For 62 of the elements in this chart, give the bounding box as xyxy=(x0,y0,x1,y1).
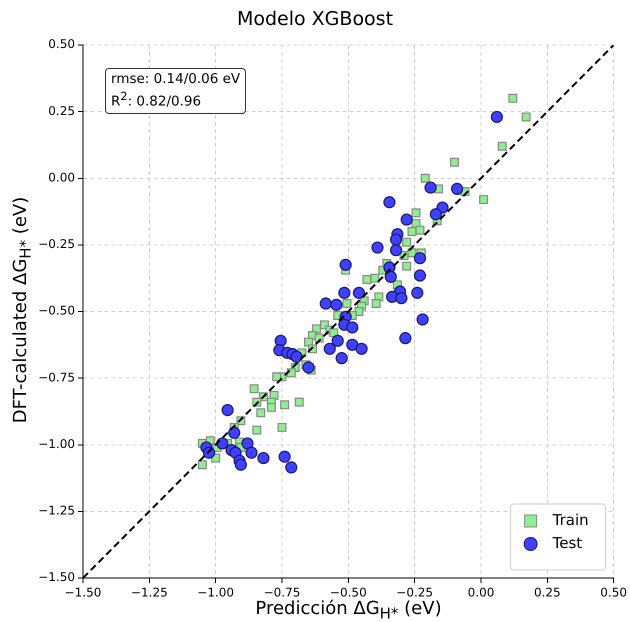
point xyxy=(424,181,437,194)
y-tick-label: −0.50 xyxy=(38,304,75,318)
point xyxy=(320,297,332,310)
point xyxy=(234,458,247,471)
annotation: rmse: 0.14/0.06 eV xyxy=(111,71,240,87)
point xyxy=(338,286,350,299)
point xyxy=(346,321,358,334)
point xyxy=(390,244,402,256)
x-tick-label: −0.75 xyxy=(264,585,300,600)
legend-label: Train xyxy=(552,510,589,529)
y-tick-label: −1.50 xyxy=(38,570,75,584)
point xyxy=(490,110,503,124)
point xyxy=(346,338,358,351)
point xyxy=(222,404,234,416)
point xyxy=(390,233,402,246)
point xyxy=(332,334,344,347)
legend-label: Test xyxy=(552,534,582,552)
x-tick-label: −1.25 xyxy=(130,585,168,600)
x-tick-label: 0.50 xyxy=(600,585,627,600)
point xyxy=(216,437,228,450)
point xyxy=(416,313,429,326)
y-tick-label: 0.25 xyxy=(48,104,75,118)
y-tick-label: −1.25 xyxy=(38,504,75,518)
chart-title: Modelo XGBoost xyxy=(236,8,394,30)
annotation: R$^{2}$: 0.82/0.96 xyxy=(111,90,202,110)
point xyxy=(285,461,298,474)
point xyxy=(395,292,408,304)
x-tick-label: −0.50 xyxy=(330,585,367,600)
y-tick-label: −0.25 xyxy=(38,237,75,251)
point xyxy=(352,286,366,299)
y-tick-label: −0.75 xyxy=(38,370,75,384)
point xyxy=(399,332,412,344)
point xyxy=(257,452,270,464)
point xyxy=(411,286,424,299)
point xyxy=(245,446,258,459)
point xyxy=(278,450,291,463)
x-tick-label: 0.25 xyxy=(534,585,561,600)
point xyxy=(340,258,352,271)
point xyxy=(228,426,240,439)
point xyxy=(241,437,254,450)
point xyxy=(414,252,426,264)
point xyxy=(330,298,342,311)
x-tick-label: −0.25 xyxy=(396,585,434,600)
point xyxy=(383,196,396,208)
y-tick-label: 0.00 xyxy=(48,170,75,184)
point xyxy=(430,208,442,220)
point xyxy=(371,241,384,254)
x-tick-label: 0.00 xyxy=(468,585,494,600)
point xyxy=(324,342,336,355)
point xyxy=(384,270,397,283)
point xyxy=(355,342,368,355)
point xyxy=(451,182,464,196)
point xyxy=(336,352,348,364)
x-axis-title: Predicción ΔG$_{H*}$ (eV) xyxy=(254,598,443,622)
x-tick-label: −1.00 xyxy=(197,585,234,600)
y-tick-label: 0.50 xyxy=(48,37,75,52)
point xyxy=(290,350,303,363)
x-tick-label: −1.50 xyxy=(64,585,102,600)
point xyxy=(400,213,413,226)
y-tick-label: −1.00 xyxy=(38,436,75,451)
point xyxy=(414,269,426,282)
point xyxy=(302,361,315,374)
